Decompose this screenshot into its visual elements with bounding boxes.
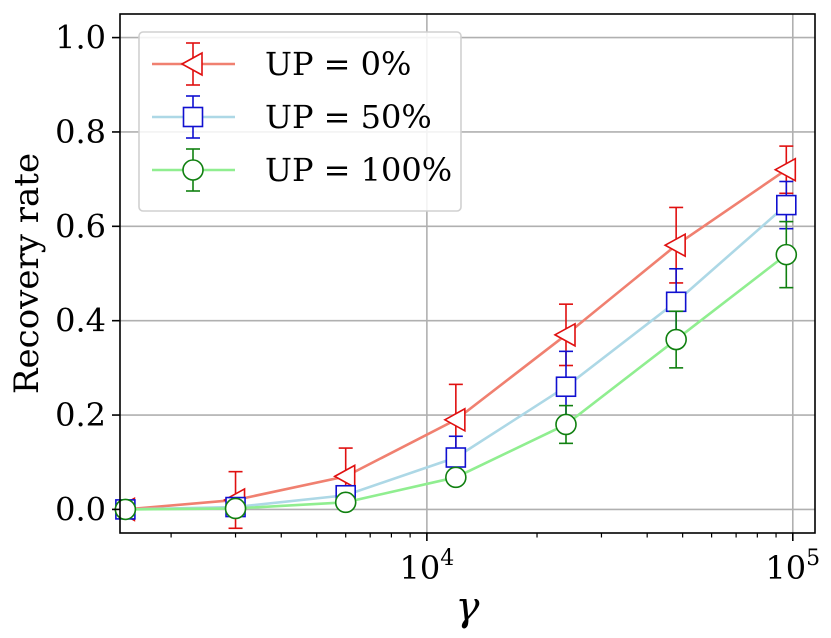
legend-marker [180, 51, 203, 77]
data-point [555, 413, 577, 436]
data-point [443, 407, 466, 433]
data-point [334, 491, 357, 514]
axis-ticks: 0.0 0.2 0.4 0.6 0.8 1.0 104 105 [55, 19, 820, 587]
legend-item: UP = 50% [152, 95, 432, 139]
legend-label: UP = 50% [265, 98, 432, 136]
x-axis-label: γ [456, 584, 480, 630]
y-tick-label: 1.0 [55, 19, 106, 57]
data-point [663, 232, 686, 258]
data-point [775, 243, 798, 266]
legend-marker [182, 159, 204, 181]
data-point [445, 466, 467, 489]
legend-item: UP = 100% [152, 148, 452, 192]
data-point [224, 497, 247, 520]
y-tick-label: 0.6 [55, 207, 106, 245]
data-point [665, 291, 687, 313]
legend-item: UP = 0% [152, 42, 411, 86]
y-tick-label: 0.8 [55, 113, 106, 151]
legend-box [138, 31, 462, 212]
plot-frame [119, 13, 816, 534]
y-axis-label: Recovery rate [7, 153, 47, 394]
data-point [553, 322, 576, 348]
data-point [776, 194, 797, 216]
legend-label: UP = 0% [265, 45, 411, 83]
y-tick-label: 0.4 [55, 302, 106, 340]
x-tick-label: 104 [400, 546, 455, 587]
data-point [333, 464, 356, 489]
y-tick-label: 0.2 [55, 396, 106, 434]
legend-marker [182, 106, 204, 128]
data-point [445, 447, 467, 468]
legend-label: UP = 100% [265, 151, 452, 189]
legend: UP = 0% UP = 50% UP = 100% [138, 31, 462, 212]
data-point [773, 157, 797, 183]
series-group [112, 145, 798, 530]
data-point [555, 376, 577, 398]
x-tick-label: 105 [765, 546, 820, 587]
data-point [665, 328, 687, 351]
y-tick-label: 0.0 [55, 490, 106, 528]
